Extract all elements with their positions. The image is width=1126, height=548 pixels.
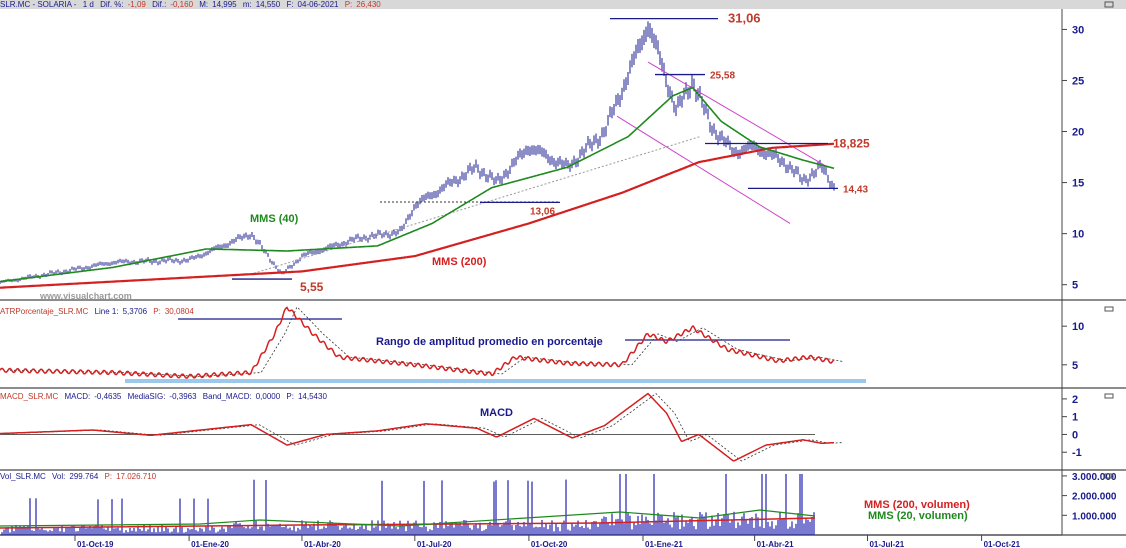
channel-upper: [647, 61, 829, 168]
y-tick-label: 15: [1072, 178, 1084, 190]
sig-value: -0,3963: [169, 392, 197, 401]
y-tick-label: 2.000.000: [1072, 492, 1117, 503]
band-label: Band_MACD:: [202, 392, 252, 401]
macd-title: MACD: [480, 407, 513, 419]
y-tick-label: 5: [1072, 360, 1078, 372]
y-tick-label: 3.000.000: [1072, 472, 1117, 483]
dif: -0,160: [170, 0, 194, 9]
watermark: www.visualchart.com: [40, 291, 132, 301]
panel-menu-icon: [1104, 393, 1114, 399]
y-tick-label: 10: [1072, 229, 1084, 241]
vol-header: Vol_SLR.MC Vol: 299.764 P: 17.026.710: [0, 472, 160, 481]
macd-label: MACD:: [64, 392, 91, 401]
x-tick-label: 01-Oct-19: [77, 540, 114, 548]
macd-signal-line: [8, 393, 843, 462]
level-31-label: 31,06: [728, 11, 761, 26]
mms40-line: [0, 87, 835, 283]
atr-title: Rango de amplitud promedio en porcentaje: [376, 336, 603, 348]
y-tick-label: -1: [1072, 447, 1082, 459]
macd-p: 14,5430: [297, 392, 327, 401]
y-tick-label: 1: [1072, 412, 1078, 424]
y-tick-label: 20: [1072, 127, 1084, 139]
atr-line-label: Line 1:: [94, 307, 119, 316]
x-tick-label: 01-Ene-20: [191, 540, 229, 548]
sig-label: MediaSIG:: [127, 392, 166, 401]
min-label: m:: [242, 0, 252, 9]
header-info: SLR.MC - SOLARIA - 1 d Dif. %: -1,09 Dif.…: [0, 0, 385, 9]
price: 26,430: [356, 0, 381, 9]
vol-name: Vol_SLR.MC: [0, 472, 46, 481]
atr-name: ATRPorcentaje_SLR.MC: [0, 307, 89, 316]
y-tick-label: 30: [1072, 24, 1084, 36]
atr-baseline-band: [125, 379, 866, 383]
x-tick-label: 01-Jul-20: [417, 540, 452, 548]
atr-p: 30,0804: [164, 307, 194, 316]
y-tick-label: 25: [1072, 75, 1084, 87]
atr-line: 5,3706: [122, 307, 148, 316]
atr-line: [0, 306, 835, 379]
vol-p-label: P:: [104, 472, 113, 481]
x-tick-label: 01-Oct-20: [531, 540, 568, 548]
date-label: F:: [286, 0, 294, 9]
atr-p-label: P:: [153, 307, 161, 316]
panel-menu-icon: [1104, 1, 1114, 8]
mms200-label: MMS (200): [432, 256, 487, 268]
price-label: P:: [344, 0, 353, 9]
macd-line: [0, 392, 835, 462]
level-25-label: 25,58: [710, 71, 735, 82]
vol-p: 17.026.710: [116, 472, 157, 481]
y-tick-label: 0: [1072, 429, 1078, 441]
max: 14,995: [212, 0, 237, 9]
x-tick-label: 01-Ene-21: [645, 540, 683, 548]
channel-lower: [616, 115, 791, 224]
level-14-label: 14,43: [843, 184, 868, 195]
max-label: M:: [199, 0, 209, 9]
symbol: SLR.MC - SOLARIA -: [0, 0, 77, 9]
vol-mms200-label: MMS (200, volumen): [864, 499, 970, 511]
mms200-line: [0, 142, 834, 289]
macd-name: MACD_SLR.MC: [0, 392, 59, 401]
y-tick-label: 5: [1072, 280, 1078, 292]
vol-label: Vol:: [52, 472, 66, 481]
min: 14,550: [255, 0, 281, 9]
y-tick-label: 2: [1072, 394, 1078, 406]
date: 04-06-2021: [297, 0, 339, 9]
band-value: 0,0000: [255, 392, 281, 401]
x-tick-label: 01-Oct-21: [984, 540, 1021, 548]
mms40-label: MMS (40): [250, 213, 299, 225]
macd-header: MACD_SLR.MC MACD: -0,4635 MediaSIG: -0,396…: [0, 392, 331, 401]
dif-pct-label: Dif. %:: [100, 0, 124, 9]
period: 1 d: [82, 0, 94, 9]
vol-mms200-line: [0, 517, 816, 529]
atr-header: ATRPorcentaje_SLR.MC Line 1: 5,3706 P: 30,…: [0, 307, 198, 316]
level-5-label: 5,55: [300, 280, 324, 294]
header-bar: [0, 0, 1126, 9]
level-13-label: 13,06: [530, 206, 555, 217]
x-tick-label: 01-Jul-21: [869, 540, 904, 548]
x-tick-label: 01-Abr-21: [757, 540, 794, 548]
vol-mms20-line: [0, 509, 816, 527]
y-tick-label: 10: [1072, 321, 1084, 333]
macd-value: -0,4635: [94, 392, 122, 401]
level-18-label: 18,825: [833, 137, 870, 151]
panel-menu-icon: [1104, 473, 1114, 479]
dif-pct: -1,09: [127, 0, 146, 9]
macd-p-label: P:: [286, 392, 294, 401]
dif-label: Dif.:: [152, 0, 167, 9]
y-tick-label: 1.000.000: [1072, 511, 1117, 522]
panel-menu-icon: [1104, 306, 1114, 312]
trendline: [249, 136, 701, 275]
vol-value: 299.764: [69, 472, 99, 481]
vol-mms20-label: MMS (20, volumen): [868, 510, 968, 522]
x-tick-label: 01-Abr-20: [304, 540, 341, 548]
